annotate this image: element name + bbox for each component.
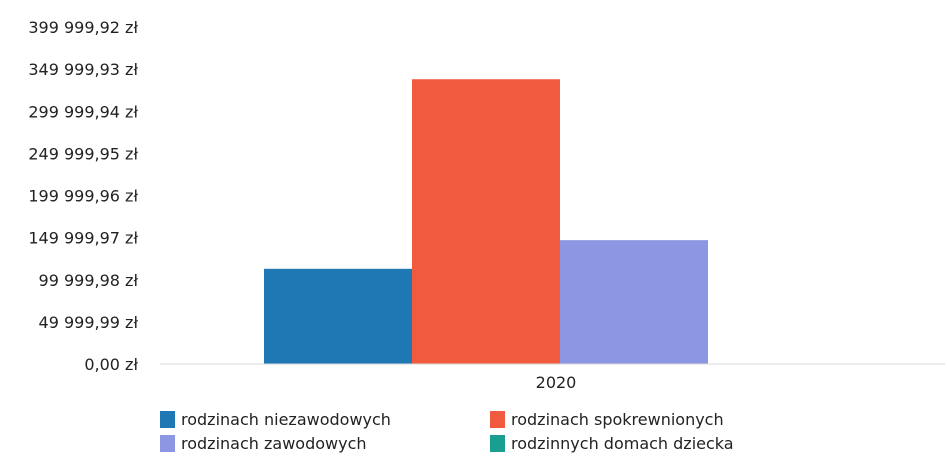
legend-item-rodzinach-niezawodowych: rodzinach niezawodowych [160,408,490,430]
legend: rodzinach niezawodowych rodzinach spokre… [160,408,790,454]
y-tick-label: 249 999,95 zł [28,144,138,163]
legend-swatch [490,410,505,428]
legend-label: rodzinnych domach dziecka [511,433,734,453]
bar-rodzinach-niezawodowych [264,268,412,364]
y-tick-label: 99 999,98 zł [39,271,139,290]
y-tick-label: 199 999,96 zł [28,187,138,206]
legend-swatch [160,410,175,428]
legend-item-rodzinach-spokrewnionych: rodzinach spokrewnionych [490,408,790,430]
bars [264,79,708,365]
y-axis-ticks: 0,00 zł 49 999,99 zł 99 999,98 zł 149 999,9… [28,18,138,374]
legend-item-rodzinach-zawodowych: rodzinach zawodowych [160,432,490,454]
y-tick-label: 0,00 zł [84,355,138,374]
y-tick-label: 299 999,94 zł [28,102,138,121]
legend-label: rodzinach niezawodowych [181,409,391,429]
legend-label: rodzinach zawodowych [181,433,367,453]
y-tick-label: 49 999,99 zł [39,313,139,332]
chart-plot: 0,00 zł 49 999,99 zł 99 999,98 zł 149 999,9… [28,18,945,392]
legend-swatch [490,434,505,452]
legend-label: rodzinach spokrewnionych [511,409,724,429]
legend-item-rodzinnych-domach-dziecka: rodzinnych domach dziecka [490,432,790,454]
x-category-label: 2020 [536,373,577,392]
bar-rodzinach-zawodowych [560,240,708,364]
legend-swatch [160,434,175,452]
y-tick-label: 399 999,92 zł [28,18,138,37]
y-tick-label: 149 999,97 zł [28,229,138,248]
x-axis-categories: 2020 [536,373,577,392]
y-tick-label: 349 999,93 zł [28,60,138,79]
bar-rodzinach-spokrewnionych [412,79,560,365]
